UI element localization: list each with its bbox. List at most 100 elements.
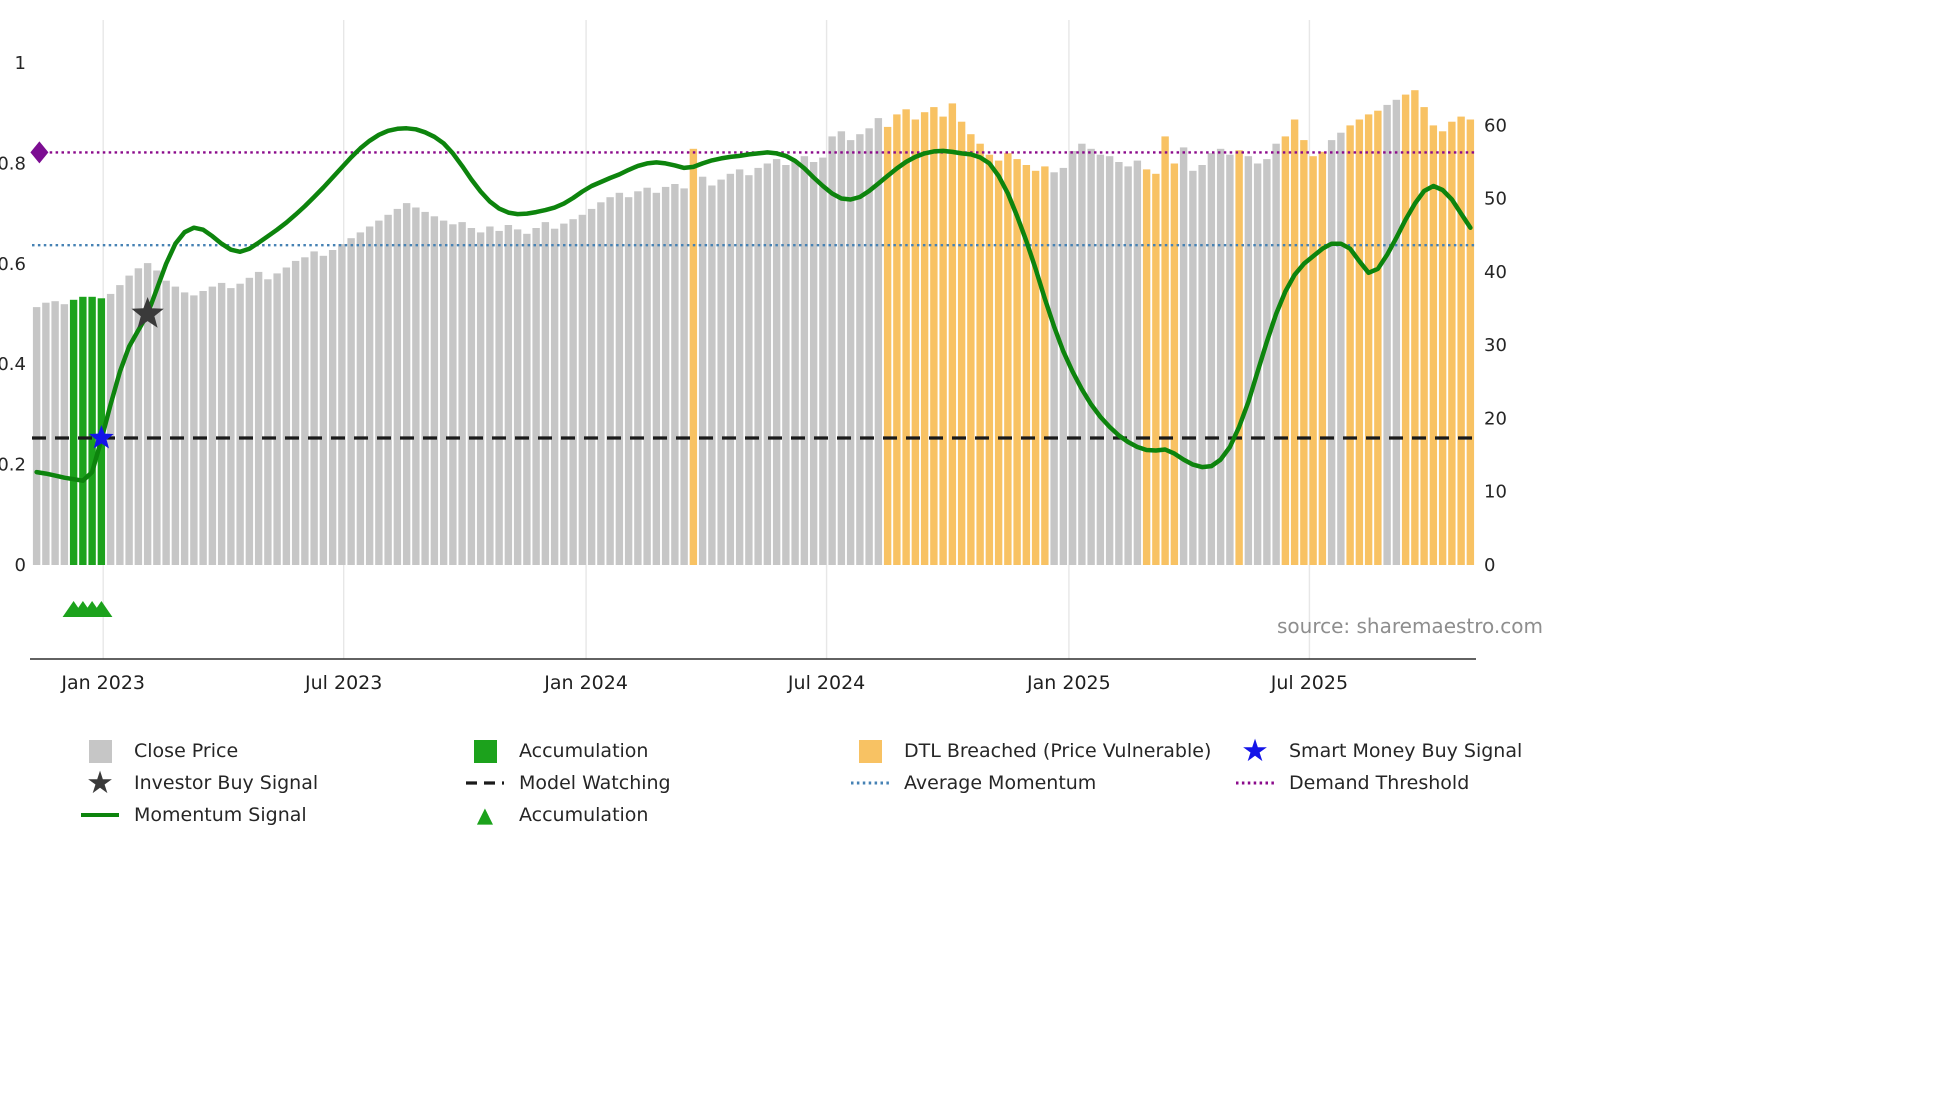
- price-bar: [375, 220, 383, 565]
- price-bar: [1244, 156, 1253, 565]
- price-bar: [837, 131, 846, 566]
- legend-item-accumulation-triangle: ▲ Accumulation: [463, 800, 848, 830]
- momentum: [34, 126, 1473, 483]
- price-bar: [1309, 156, 1317, 565]
- legend-label-accumulation-bar: Accumulation: [519, 740, 649, 762]
- price-bar: [245, 277, 254, 565]
- price-bar: [1235, 150, 1243, 566]
- smart-money-star-icon: ★: [1241, 732, 1269, 769]
- price-bar: [495, 230, 503, 565]
- price-bar: [1392, 99, 1401, 566]
- price-bar: [1290, 119, 1299, 565]
- price-bar: [1374, 110, 1382, 565]
- momentum-signal-line-icon: [78, 811, 122, 819]
- price-bar: [301, 257, 309, 565]
- price-bar: [291, 260, 300, 565]
- price-bar: [1050, 172, 1058, 566]
- price-bar: [476, 232, 485, 565]
- smart-money-buy-signal-star-marker: [89, 425, 114, 449]
- investor-buy-star-icon: ★: [86, 764, 114, 801]
- price-bar: [421, 211, 429, 565]
- price-bar: [180, 292, 189, 565]
- price-bar: [402, 203, 411, 565]
- price-bar: [1263, 159, 1271, 565]
- legend-item-accumulation-bar: Accumulation: [463, 736, 848, 766]
- price-bar: [856, 134, 864, 565]
- price-bar: [523, 233, 531, 566]
- momentum-signal-line: [34, 126, 1473, 483]
- price-bar: [1004, 153, 1012, 565]
- left-axis-tick-label: 1: [15, 53, 26, 74]
- price-bar: [458, 222, 466, 565]
- price-bar: [1364, 114, 1373, 566]
- price-bar: [791, 160, 799, 565]
- legend-label-average-momentum: Average Momentum: [904, 772, 1097, 794]
- x-axis-tick-label: Jan 2023: [60, 672, 145, 694]
- left-axis-tick-label: 0.2: [0, 455, 26, 476]
- price-bar: [754, 167, 762, 565]
- price-bar: [615, 192, 624, 566]
- source-credit: source: sharemaestro.com: [1277, 614, 1543, 638]
- price-bar: [1142, 169, 1151, 565]
- price-bar: [1041, 166, 1049, 565]
- price-bar: [42, 302, 50, 565]
- legend-label-smart-money: Smart Money Buy Signal: [1289, 740, 1523, 762]
- left-axis-tick-label: 0.6: [0, 254, 26, 275]
- price-bar: [412, 207, 420, 565]
- legend-item-investor-buy: ★ Investor Buy Signal: [78, 764, 463, 801]
- dtl-breached-square-icon: [848, 739, 892, 763]
- price-bar: [1411, 90, 1419, 565]
- price-bar: [643, 187, 651, 565]
- price-bar: [1346, 125, 1354, 566]
- price-bar: [930, 107, 938, 565]
- price-bar: [1179, 147, 1188, 565]
- right-axis-tick-label: 30: [1484, 335, 1507, 356]
- price-bar: [365, 226, 374, 565]
- price-bar: [680, 188, 688, 565]
- demand-threshold-diamond-marker: [30, 141, 49, 164]
- price-bar: [541, 222, 550, 565]
- price-bar: [347, 238, 355, 565]
- price-bar: [819, 157, 827, 565]
- price-bar: [846, 140, 855, 565]
- price-bar: [624, 197, 633, 565]
- price-bar: [60, 304, 69, 565]
- right-axis-tick-label: 20: [1484, 408, 1507, 429]
- price-bar: [763, 163, 772, 565]
- price-bar: [106, 293, 115, 565]
- investor-buy-signal-star-marker: [131, 297, 164, 328]
- price-bar: [1105, 156, 1114, 565]
- price-bar: [356, 232, 365, 565]
- price-bar: [282, 267, 291, 565]
- price-bar: [467, 228, 476, 565]
- price-bar: [782, 165, 790, 565]
- price-bar: [550, 228, 559, 565]
- price-bar: [143, 263, 152, 565]
- legend-label-dtl-breached: DTL Breached (Price Vulnerable): [904, 740, 1212, 762]
- legend-item-average-momentum: Average Momentum: [848, 768, 1233, 798]
- price-bar: [1466, 119, 1475, 565]
- price-bar: [1318, 151, 1327, 566]
- right-axis-tick-label: 50: [1484, 189, 1507, 210]
- price-bar: [1300, 140, 1308, 565]
- price-bar: [1226, 154, 1234, 565]
- price-bar: [948, 103, 957, 566]
- price-bar: [384, 214, 392, 566]
- price-bar: [652, 192, 661, 566]
- chart-page: 1 0.8 0.6 0.4 0.2 0 60 50 40 30 20 10 0 Jan 2023 Jul 2…: [0, 20, 1543, 830]
- price-bar: [171, 286, 180, 565]
- price-bar: [1133, 160, 1142, 565]
- price-bar: [162, 280, 170, 565]
- price-bar: [1189, 170, 1197, 566]
- price-bar: [671, 184, 679, 565]
- left-axis-tick-label: 0.4: [0, 354, 26, 375]
- demand-threshold-dotted-line-icon: [1233, 779, 1277, 787]
- price-bar: [1448, 121, 1456, 565]
- price-bar: [893, 114, 901, 566]
- right-axis-tick-label: 60: [1484, 115, 1507, 136]
- price-bar: [1457, 116, 1465, 565]
- price-bar: [661, 186, 670, 565]
- price-bar: [1216, 148, 1225, 566]
- price-bar: [902, 109, 910, 566]
- price-bar: [828, 136, 836, 565]
